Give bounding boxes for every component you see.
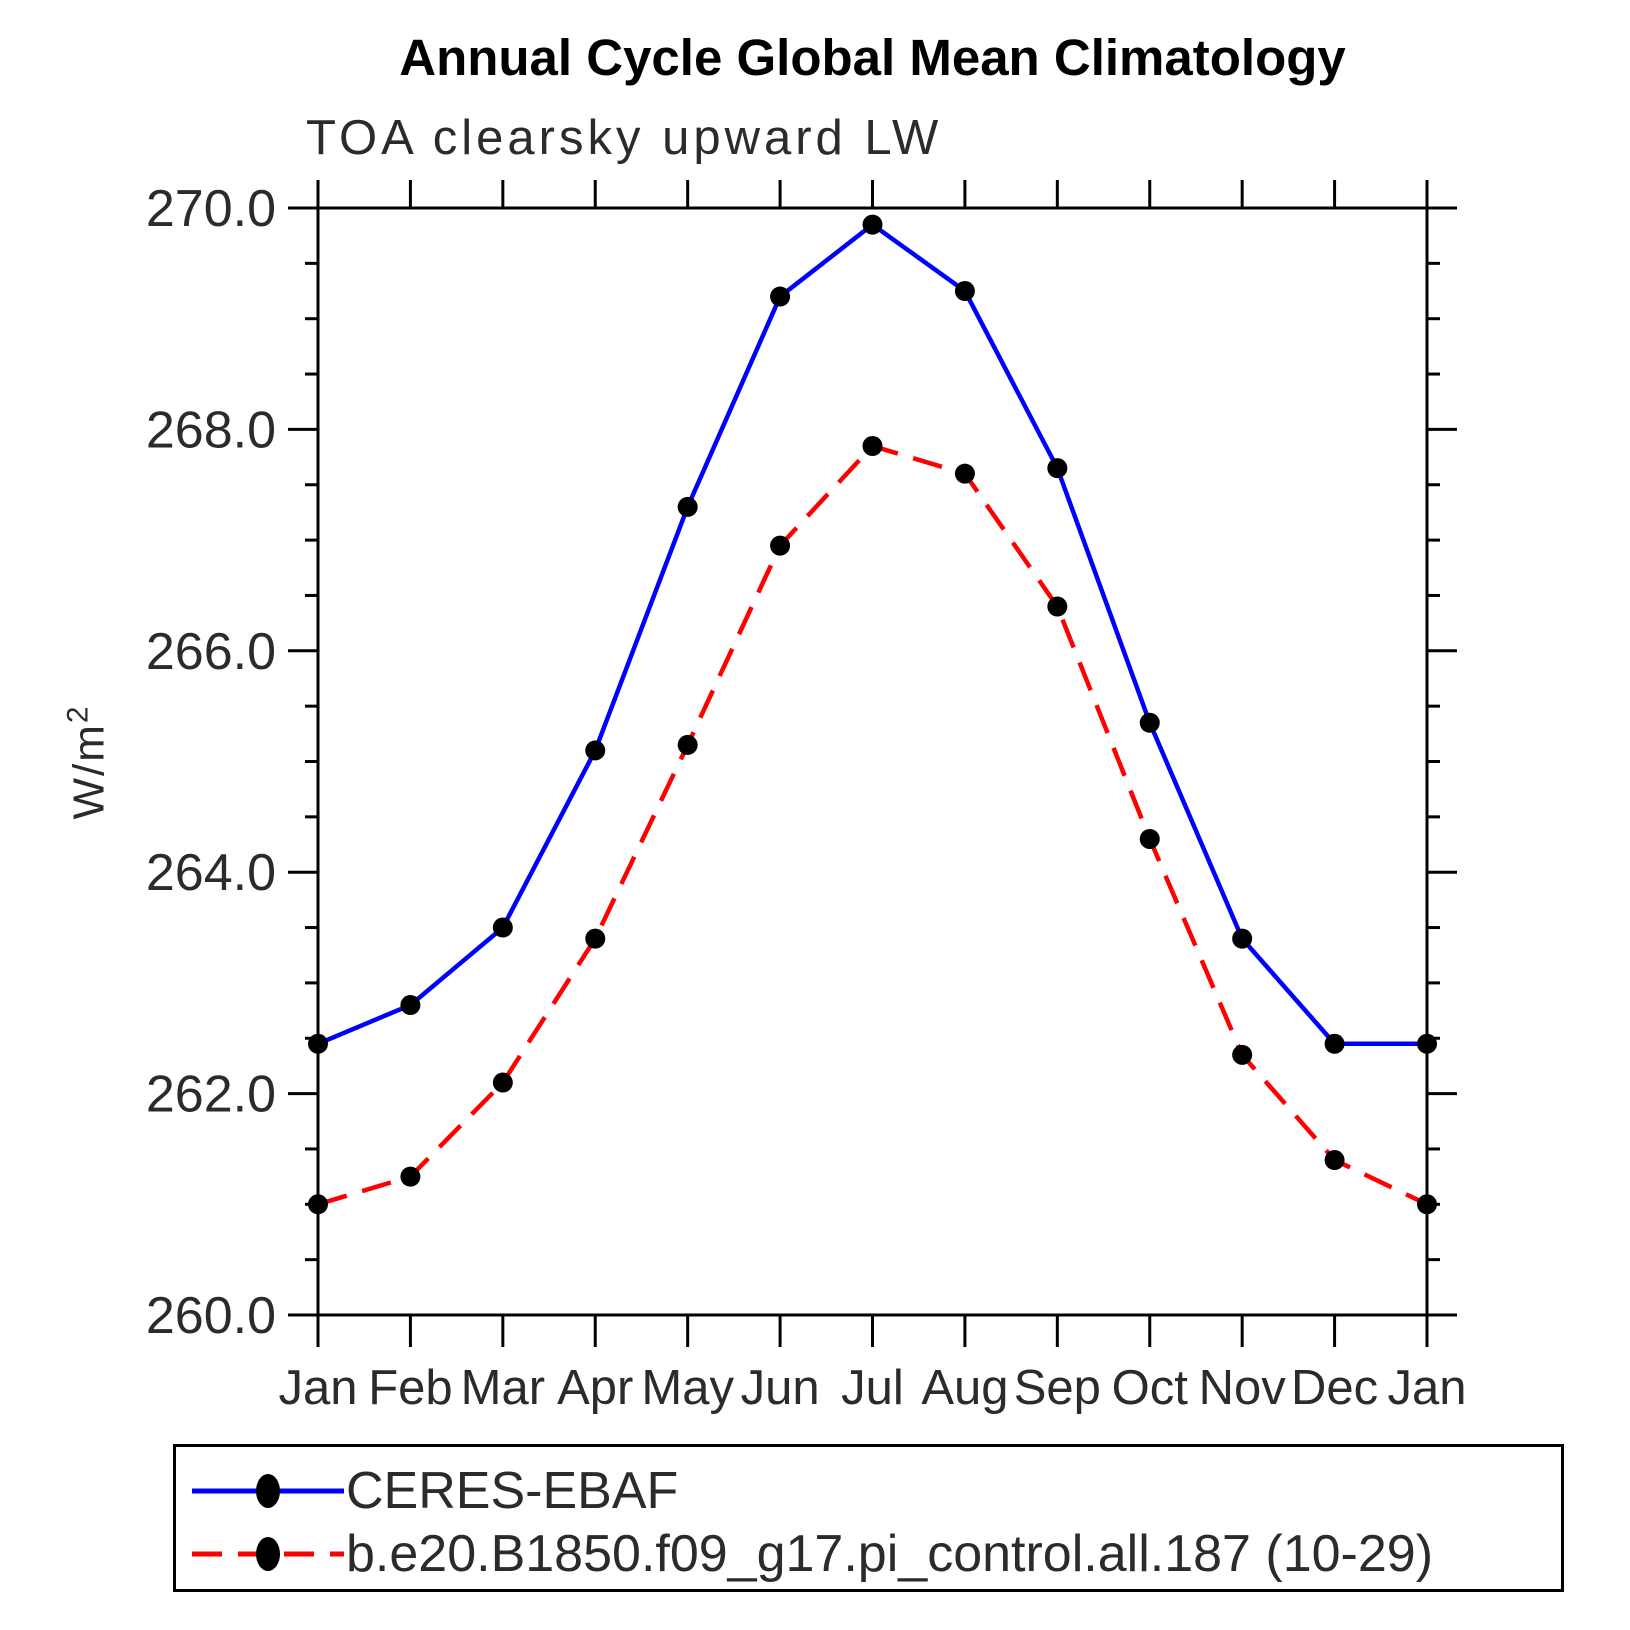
- data-point-marker: [677, 734, 698, 755]
- axis-ticks: [288, 180, 1457, 1347]
- data-point-marker: [954, 281, 975, 302]
- y-tick-label: 266.0: [146, 623, 276, 681]
- legend-line-sample-solid: [192, 1471, 344, 1511]
- x-tick-label: Sep: [1014, 1361, 1101, 1415]
- y-tick-label: 260.0: [146, 1287, 276, 1345]
- x-tick-label: Jan: [278, 1361, 357, 1415]
- x-tick-label: Nov: [1199, 1361, 1287, 1415]
- data-point-marker: [770, 535, 791, 556]
- data-point-marker: [677, 496, 698, 517]
- data-point-marker: [862, 436, 883, 457]
- x-tick-label: Feb: [368, 1361, 452, 1415]
- chart-subtitle: TOA clearsky upward LW: [306, 111, 943, 165]
- y-tick-label: 270.0: [146, 180, 276, 238]
- x-tick-label: Oct: [1112, 1361, 1189, 1415]
- x-tick-label: Apr: [557, 1361, 633, 1415]
- data-point-marker: [1232, 928, 1253, 949]
- data-point-marker: [585, 928, 606, 949]
- data-point-marker: [1232, 1044, 1253, 1065]
- data-point-marker: [1324, 1150, 1345, 1171]
- data-point-marker: [308, 1194, 328, 1215]
- data-point-marker: [400, 1166, 421, 1187]
- plot-frame: [316, 206, 1429, 1317]
- data-point-marker: [492, 917, 513, 938]
- data-point-marker: [1047, 596, 1068, 617]
- series-line: [317, 443, 1428, 1207]
- series-0: [308, 214, 1437, 1054]
- data-point-marker: [308, 1033, 328, 1054]
- marker-dot-icon: [256, 1473, 280, 1508]
- legend-line-sample-dashed: [192, 1534, 344, 1574]
- data-point-marker: [1417, 1194, 1437, 1215]
- series-line: [317, 221, 1427, 1047]
- chart-title: Annual Cycle Global Mean Climatology: [399, 29, 1346, 86]
- data-point-marker: [585, 740, 606, 761]
- legend-item-model-run: b.e20.B1850.f09_g17.pi_control.all.187 (…: [192, 1522, 1561, 1585]
- x-tick-label: Mar: [461, 1361, 545, 1415]
- x-tick-label: Dec: [1291, 1361, 1378, 1415]
- legend-label: b.e20.B1850.f09_g17.pi_control.all.187 (…: [346, 1524, 1434, 1583]
- x-tick-label: Jun: [741, 1361, 820, 1415]
- marker-dot-icon: [256, 1536, 280, 1571]
- data-point-marker: [770, 286, 791, 307]
- x-tick-label: May: [641, 1361, 734, 1415]
- legend-box: CERES-EBAF b.e20.B1850.f09_g17.pi_contro…: [173, 1444, 1564, 1592]
- data-point-marker: [1139, 828, 1160, 849]
- x-tick-label: Jul: [841, 1361, 904, 1415]
- data-point-marker: [400, 995, 421, 1016]
- legend-item-ceres-ebaf: CERES-EBAF: [192, 1459, 1561, 1522]
- x-tick-label: Aug: [921, 1361, 1008, 1415]
- legend-label: CERES-EBAF: [346, 1461, 679, 1520]
- y-tick-label: 268.0: [146, 401, 276, 459]
- data-point-marker: [862, 214, 883, 235]
- x-tick-label: Jan: [1387, 1361, 1466, 1415]
- y-tick-label: 264.0: [146, 844, 276, 902]
- data-point-marker: [492, 1072, 513, 1093]
- y-tick-label: 262.0: [146, 1066, 276, 1124]
- data-point-marker: [1417, 1033, 1437, 1054]
- series-1: [308, 436, 1437, 1215]
- data-point-marker: [954, 463, 975, 484]
- data-point-marker: [1047, 458, 1068, 479]
- data-point-marker: [1139, 712, 1160, 733]
- data-point-marker: [1324, 1033, 1345, 1054]
